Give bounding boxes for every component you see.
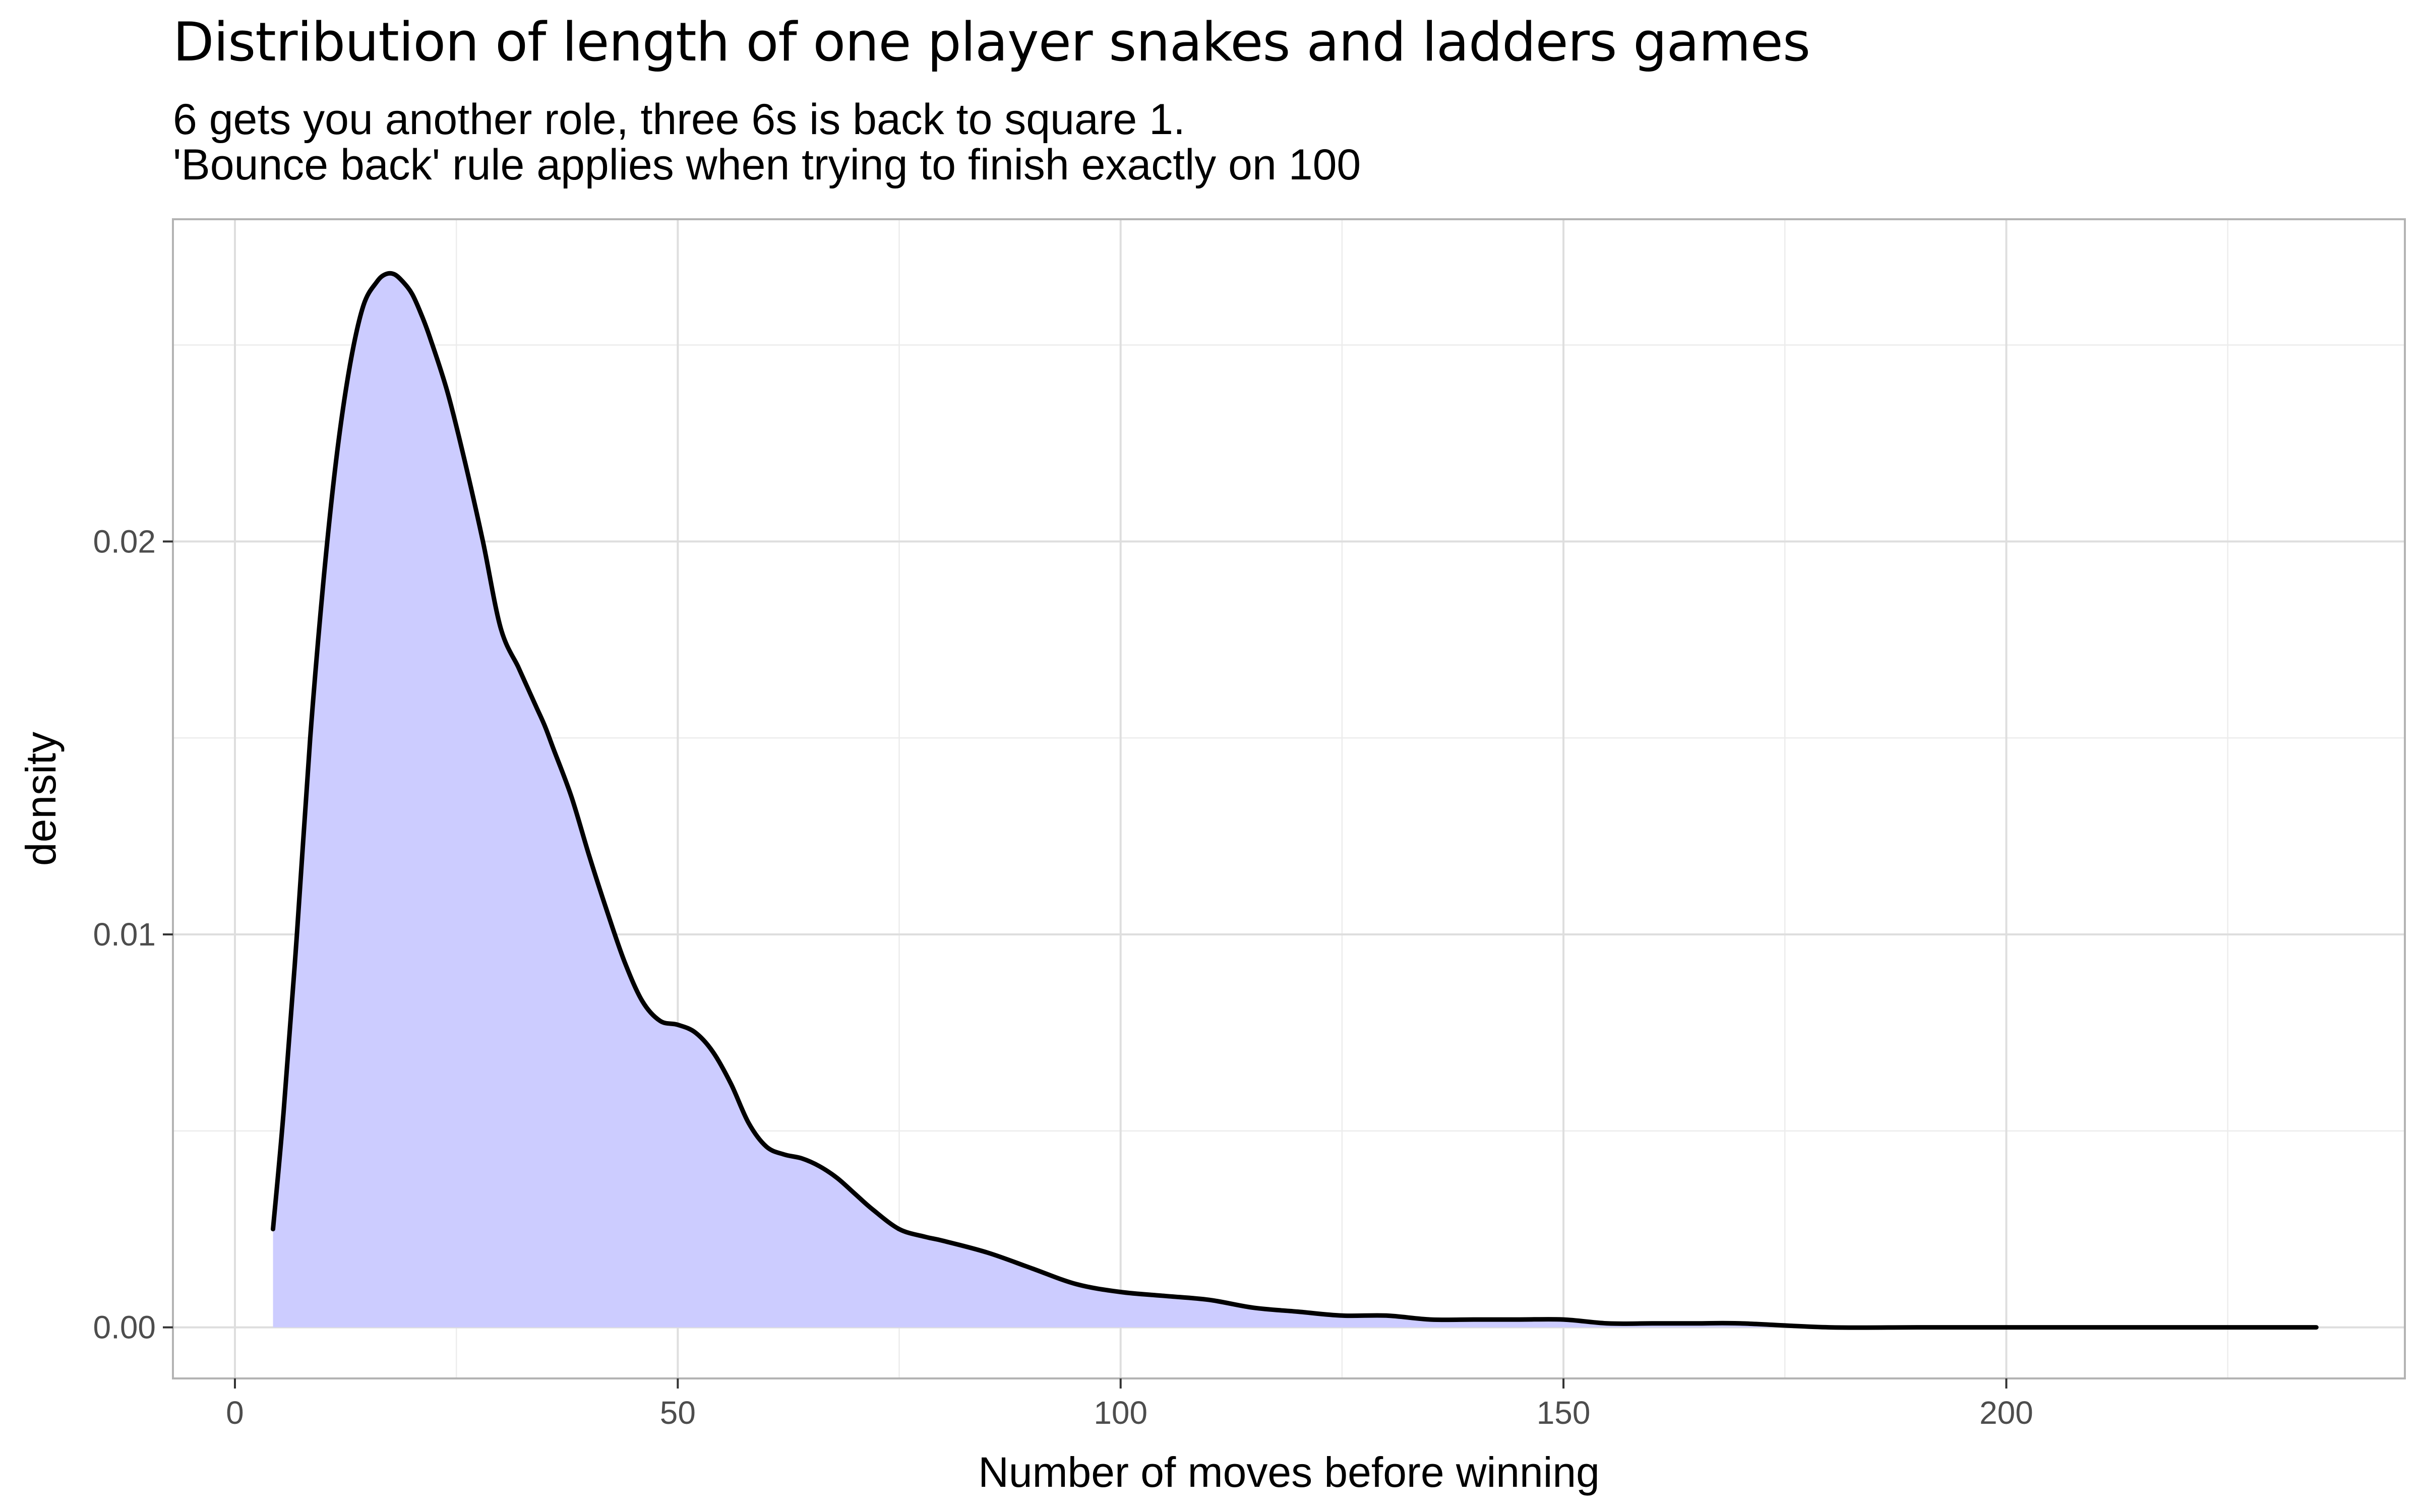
y-tick-label: 0.00 bbox=[93, 1309, 156, 1346]
x-axis-ticks: 0 50 100 150 200 bbox=[226, 1378, 2033, 1431]
y-tick-label: 0.02 bbox=[93, 523, 156, 559]
x-tick-label: 150 bbox=[1537, 1395, 1591, 1431]
x-tick-label: 50 bbox=[660, 1395, 696, 1431]
x-tick-label: 100 bbox=[1094, 1395, 1147, 1431]
y-axis-ticks: 0.00 0.01 0.02 bbox=[93, 523, 173, 1346]
chart-title: Distribution of length of one player sna… bbox=[173, 11, 1810, 73]
chart-subtitle-line-2: 'Bounce back' rule applies when trying t… bbox=[173, 141, 1361, 189]
density-area bbox=[273, 273, 2317, 1328]
y-axis-title: density bbox=[17, 732, 65, 866]
minor-gridlines bbox=[173, 219, 2405, 1378]
panel-border bbox=[172, 218, 2406, 1379]
x-tick-label: 0 bbox=[226, 1395, 244, 1431]
x-tick-label: 200 bbox=[1979, 1395, 2033, 1431]
y-tick-label: 0.01 bbox=[93, 916, 156, 953]
density-line bbox=[271, 271, 2319, 1330]
x-axis-title: Number of moves before winning bbox=[978, 1448, 1600, 1496]
chart-subtitle-line-1: 6 gets you another role, three 6s is bac… bbox=[173, 95, 1185, 144]
